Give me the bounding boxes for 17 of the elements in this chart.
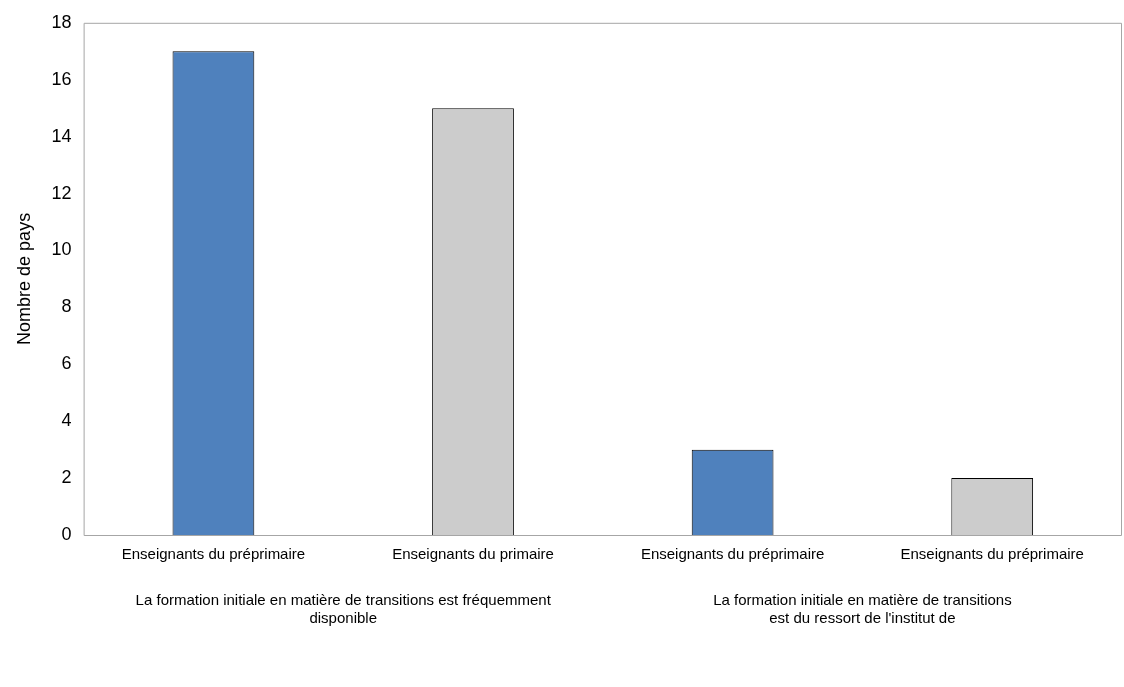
y-tick-label: 6 — [61, 353, 72, 374]
x-tick-label: Enseignants du préprimaire — [640, 545, 825, 563]
y-tick-label: 4 — [61, 410, 72, 431]
y-tick-label: 12 — [51, 182, 72, 203]
text: La formation initiale en matière de transitions est fréquemment disponible — [135, 590, 552, 626]
y-tick-label: 0 — [61, 523, 72, 544]
y-tick-label: 10 — [51, 239, 72, 260]
text: La formation initiale en matière de transitions est du ressort de l'institut de — [713, 590, 1012, 626]
x-tick-label: Enseignants du préprimaire — [121, 545, 306, 563]
y-tick-label: 2 — [61, 467, 72, 488]
x-tick-label: Enseignants du préprimaire — [900, 545, 1084, 563]
y-tick-label: 16 — [51, 68, 72, 89]
y-tick-label: 18 — [51, 11, 72, 32]
x-tick-label: Enseignants du primaire — [392, 545, 554, 563]
y-tick-label: 8 — [61, 296, 72, 317]
y-tick-label: 14 — [51, 125, 72, 146]
y-axis-title: Nombre de pays — [13, 212, 34, 345]
